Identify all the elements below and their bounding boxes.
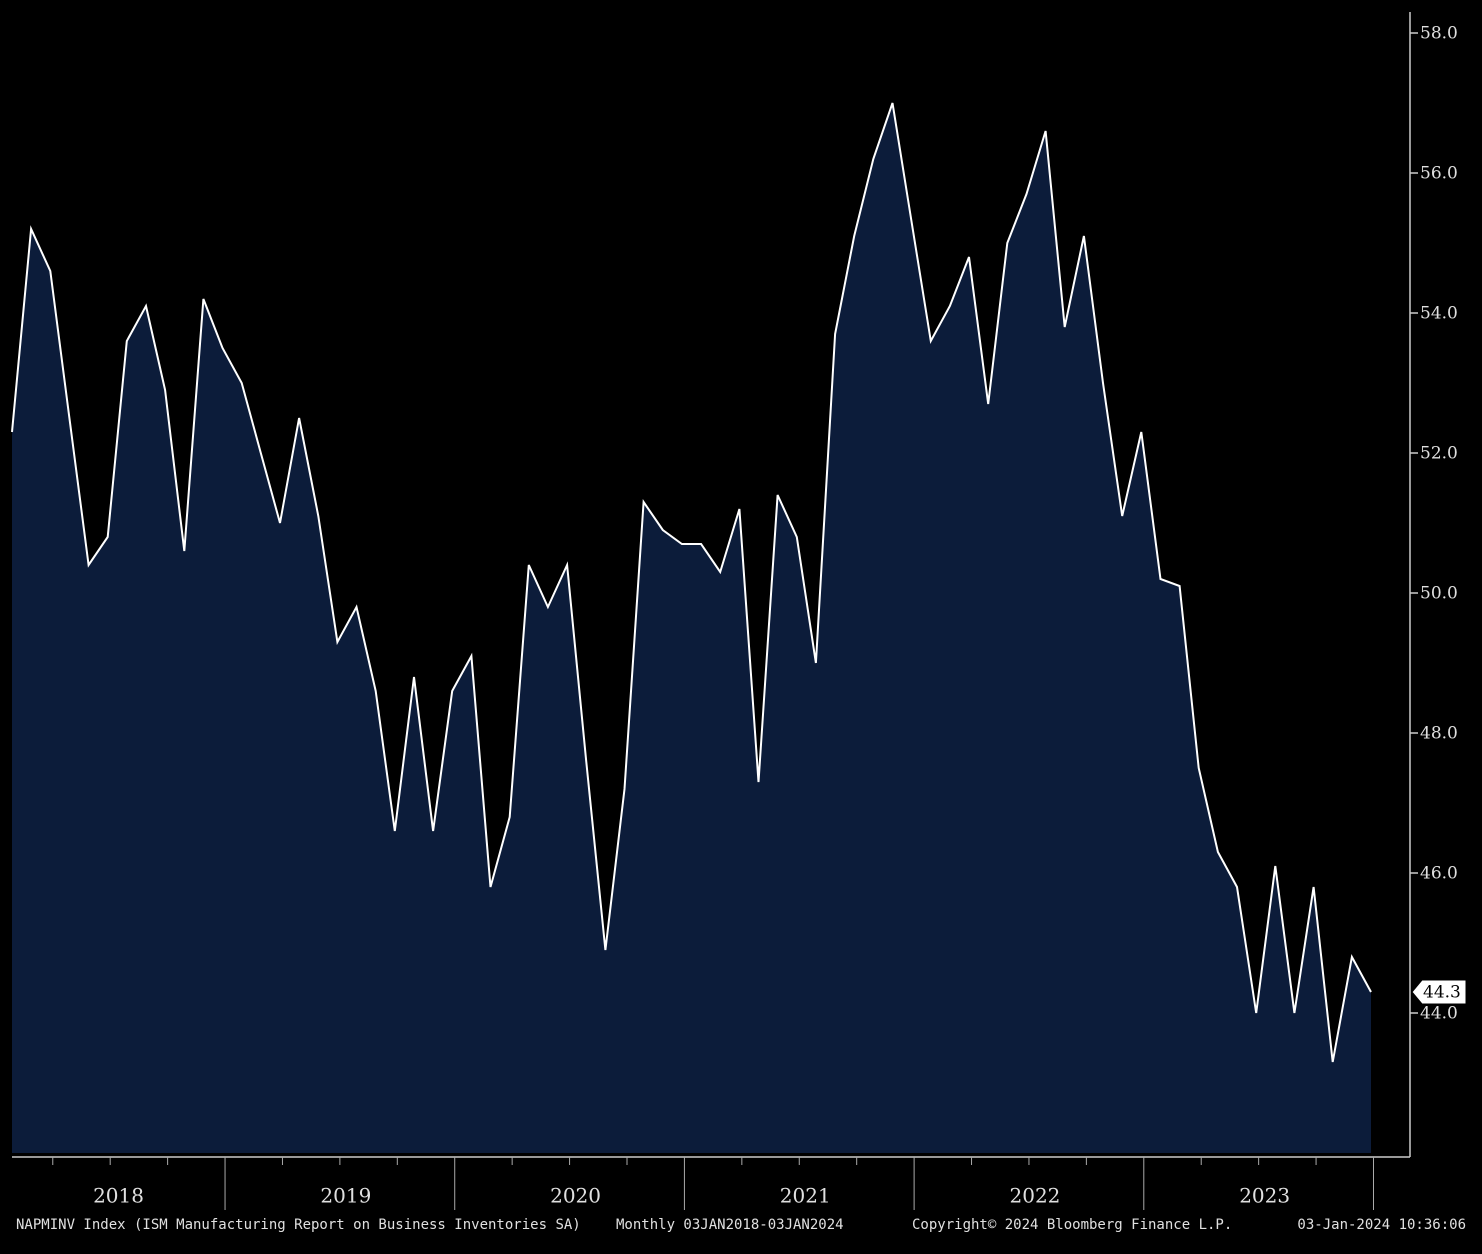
x-tick-label: 2019 — [320, 1184, 371, 1208]
y-tick-label: 52.0 — [1420, 444, 1458, 464]
series-label: NAPMINV Index (ISM Manufacturing Report … — [16, 1217, 581, 1233]
y-tick-label: 50.0 — [1420, 584, 1458, 604]
x-tick-label: 2021 — [780, 1184, 831, 1208]
area — [12, 103, 1371, 1153]
y-tick-label: 54.0 — [1420, 304, 1458, 324]
last-value-tag — [1411, 979, 1467, 1005]
y-tick-label: 44.0 — [1420, 1004, 1458, 1024]
plot-area — [11, 102, 1372, 1153]
timestamp: 03-Jan-2024 10:36:06 — [1297, 1217, 1466, 1233]
last-value-label: 44.3 — [1423, 983, 1461, 1003]
x-tick-label: 2020 — [550, 1184, 601, 1208]
x-tick-label: 2022 — [1010, 1184, 1061, 1208]
y-tick-label: 46.0 — [1420, 864, 1458, 884]
x-tick-label: 2023 — [1239, 1184, 1290, 1208]
copyright: Copyright© 2024 Bloomberg Finance L.P. — [912, 1217, 1232, 1233]
y-tick-label: 58.0 — [1420, 24, 1458, 44]
y-tick-label: 56.0 — [1420, 164, 1458, 184]
y-tick-label: 48.0 — [1420, 724, 1458, 744]
line — [11, 102, 1372, 1063]
x-tick-label: 2018 — [93, 1184, 144, 1208]
frequency: Monthly 03JAN2018-03JAN2024 — [616, 1217, 844, 1233]
